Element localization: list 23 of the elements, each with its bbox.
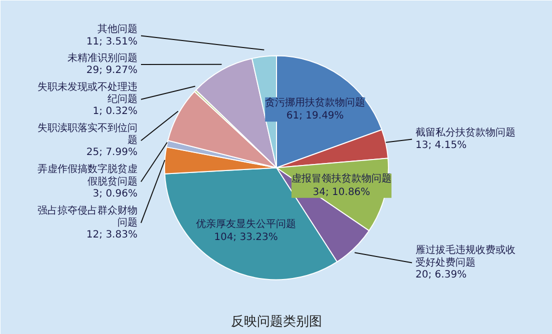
data-label: 12; 3.83%: [86, 230, 138, 241]
text: 反映问题类别图: [231, 314, 322, 330]
slice-label: 失职渎职落实不到位问题: [37, 122, 138, 146]
data-label: 20; 6.39%: [416, 269, 467, 280]
slice-label: 雁过拔毛违规收费或收受好处费问题: [416, 244, 516, 268]
data-label: 1; 0.32%: [92, 106, 138, 118]
data-label: 104; 33.23%: [214, 232, 278, 244]
slice-label: 虚报冒领扶贫款物问题: [291, 172, 392, 185]
slice-label: 优亲厚友显失公平问题: [196, 218, 296, 230]
data-label: 3; 0.96%: [92, 188, 138, 200]
slice-label: 强占掠夺侵占群众财物问题: [37, 204, 138, 228]
slice-label: 其他问题: [97, 23, 138, 36]
slice-label: 未精准识别问题: [67, 52, 138, 64]
data-label: 61; 19.49%: [286, 110, 344, 122]
data-label: 29; 9.27%: [86, 65, 138, 76]
data-label: 11; 3.51%: [86, 36, 138, 48]
data-label: 25; 7.99%: [86, 147, 138, 158]
slice-label: 弄虚作假搞数字脱贫虚假脱贫问题: [37, 163, 138, 188]
data-label: 34; 10.86%: [312, 186, 370, 198]
slice-label: 失职未发现或不处理违纪问题: [37, 80, 138, 105]
slice-label: 截留私分扶贫款物问题: [416, 126, 516, 139]
slice-label: 贪污挪用扶贫款物问题: [265, 96, 366, 108]
data-label: 13; 4.15%: [416, 140, 467, 151]
